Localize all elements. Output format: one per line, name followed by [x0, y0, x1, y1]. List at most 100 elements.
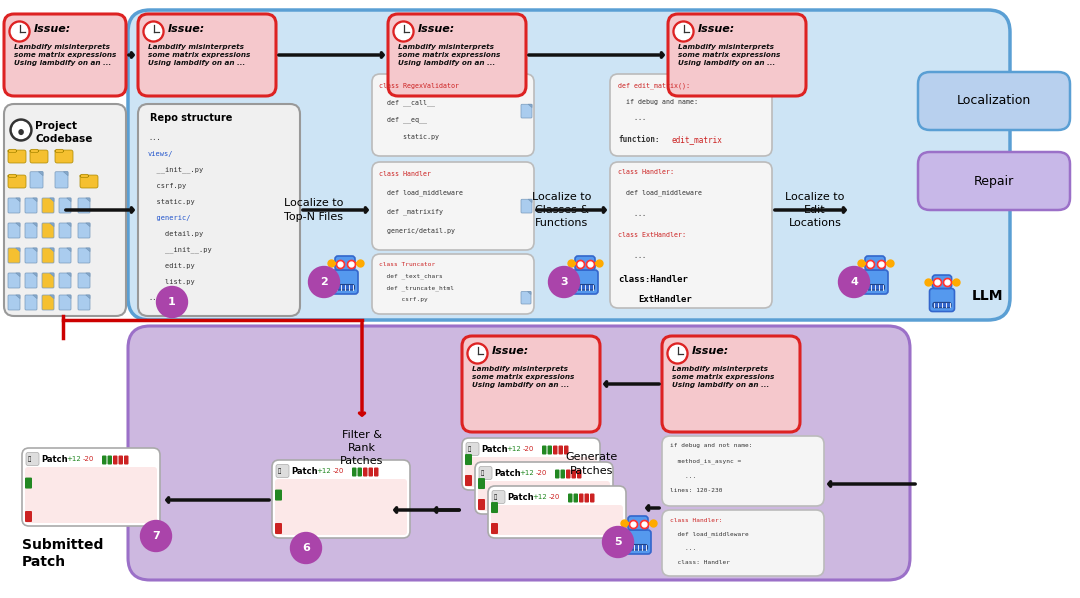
FancyBboxPatch shape	[8, 150, 26, 163]
Circle shape	[667, 343, 688, 364]
FancyBboxPatch shape	[80, 175, 89, 178]
FancyBboxPatch shape	[465, 443, 480, 456]
FancyBboxPatch shape	[930, 288, 955, 312]
FancyBboxPatch shape	[129, 10, 1010, 320]
Text: class Truncator: class Truncator	[379, 261, 435, 267]
FancyBboxPatch shape	[59, 295, 71, 310]
FancyBboxPatch shape	[492, 490, 505, 504]
FancyBboxPatch shape	[22, 448, 160, 526]
Polygon shape	[16, 223, 21, 227]
Circle shape	[291, 532, 322, 563]
Text: ⬤: ⬤	[18, 129, 24, 135]
Text: 2: 2	[320, 277, 328, 287]
FancyBboxPatch shape	[8, 273, 21, 288]
Circle shape	[309, 267, 339, 297]
Text: -20: -20	[549, 494, 561, 500]
Text: def _truncate_html: def _truncate_html	[379, 285, 454, 291]
Circle shape	[675, 23, 691, 39]
FancyBboxPatch shape	[25, 198, 37, 213]
FancyBboxPatch shape	[275, 479, 407, 535]
Text: -20: -20	[83, 456, 94, 462]
Text: __init__.py: __init__.py	[148, 167, 203, 173]
FancyBboxPatch shape	[579, 493, 583, 502]
FancyBboxPatch shape	[59, 248, 71, 263]
Polygon shape	[32, 198, 37, 202]
Text: detail.py: detail.py	[148, 231, 203, 237]
Text: ...: ...	[670, 545, 697, 551]
Circle shape	[470, 345, 486, 362]
Text: 7: 7	[152, 531, 160, 541]
FancyBboxPatch shape	[933, 303, 951, 308]
FancyBboxPatch shape	[25, 223, 37, 238]
Text: ⬜: ⬜	[481, 470, 484, 476]
Text: Issue:: Issue:	[168, 25, 205, 35]
FancyBboxPatch shape	[491, 523, 498, 534]
Text: Repair: Repair	[974, 175, 1014, 188]
FancyBboxPatch shape	[573, 493, 578, 502]
Polygon shape	[85, 223, 90, 227]
FancyBboxPatch shape	[374, 468, 378, 477]
Text: ...: ...	[618, 115, 646, 121]
Polygon shape	[16, 198, 21, 202]
Text: Patch: Patch	[41, 454, 68, 463]
Polygon shape	[528, 104, 532, 108]
FancyBboxPatch shape	[25, 511, 32, 522]
Polygon shape	[32, 273, 37, 277]
Text: def _matrixify: def _matrixify	[379, 209, 443, 215]
FancyBboxPatch shape	[475, 462, 613, 514]
FancyBboxPatch shape	[478, 481, 610, 511]
Polygon shape	[50, 198, 54, 202]
Text: ...: ...	[618, 253, 646, 259]
Text: Repo structure: Repo structure	[150, 113, 232, 123]
FancyBboxPatch shape	[625, 530, 651, 554]
FancyBboxPatch shape	[521, 104, 532, 118]
FancyBboxPatch shape	[372, 254, 534, 314]
Circle shape	[670, 345, 686, 362]
FancyBboxPatch shape	[42, 198, 54, 213]
Circle shape	[146, 23, 162, 39]
Polygon shape	[67, 273, 71, 277]
Circle shape	[467, 343, 488, 364]
FancyBboxPatch shape	[462, 438, 600, 490]
Text: Submitted
Patch: Submitted Patch	[22, 538, 104, 569]
FancyBboxPatch shape	[548, 446, 552, 454]
FancyBboxPatch shape	[102, 456, 107, 465]
Polygon shape	[50, 223, 54, 227]
Text: class Handler:: class Handler:	[670, 517, 723, 523]
Text: def load_middleware: def load_middleware	[618, 190, 702, 196]
FancyBboxPatch shape	[669, 14, 806, 96]
Text: Lambdify misinterprets
some matrix expressions
Using lambdify on an ...: Lambdify misinterprets some matrix expre…	[678, 44, 781, 66]
FancyBboxPatch shape	[561, 469, 565, 478]
FancyBboxPatch shape	[566, 469, 570, 478]
Text: +12: +12	[66, 456, 81, 462]
Text: def __call__: def __call__	[379, 100, 435, 106]
Text: +12: +12	[532, 494, 546, 500]
FancyBboxPatch shape	[25, 273, 37, 288]
Text: ⬜: ⬜	[468, 446, 471, 452]
FancyBboxPatch shape	[478, 499, 485, 510]
Text: Patch: Patch	[494, 469, 521, 478]
Text: Issue:: Issue:	[418, 25, 456, 35]
Polygon shape	[528, 199, 532, 203]
Text: ...: ...	[148, 135, 161, 141]
FancyBboxPatch shape	[78, 223, 90, 238]
FancyBboxPatch shape	[8, 175, 26, 188]
FancyBboxPatch shape	[627, 516, 648, 530]
Polygon shape	[16, 295, 21, 298]
FancyBboxPatch shape	[8, 295, 21, 310]
Polygon shape	[50, 273, 54, 277]
Text: def __eq__: def __eq__	[379, 117, 427, 123]
Polygon shape	[32, 248, 37, 252]
Text: function:: function:	[618, 136, 660, 145]
Text: ...: ...	[618, 211, 646, 217]
FancyBboxPatch shape	[30, 172, 43, 188]
Text: generic/: generic/	[148, 215, 190, 221]
Text: edit_matrix: edit_matrix	[672, 136, 723, 145]
Text: Lambdify misinterprets
some matrix expressions
Using lambdify on an ...: Lambdify misinterprets some matrix expre…	[148, 44, 251, 66]
Text: +12: +12	[519, 470, 534, 476]
Text: 5: 5	[615, 537, 622, 547]
FancyBboxPatch shape	[465, 457, 597, 487]
Text: Lambdify misinterprets
some matrix expressions
Using lambdify on an ...: Lambdify misinterprets some matrix expre…	[472, 366, 575, 388]
FancyBboxPatch shape	[542, 446, 546, 454]
Text: ⬜: ⬜	[28, 456, 31, 462]
